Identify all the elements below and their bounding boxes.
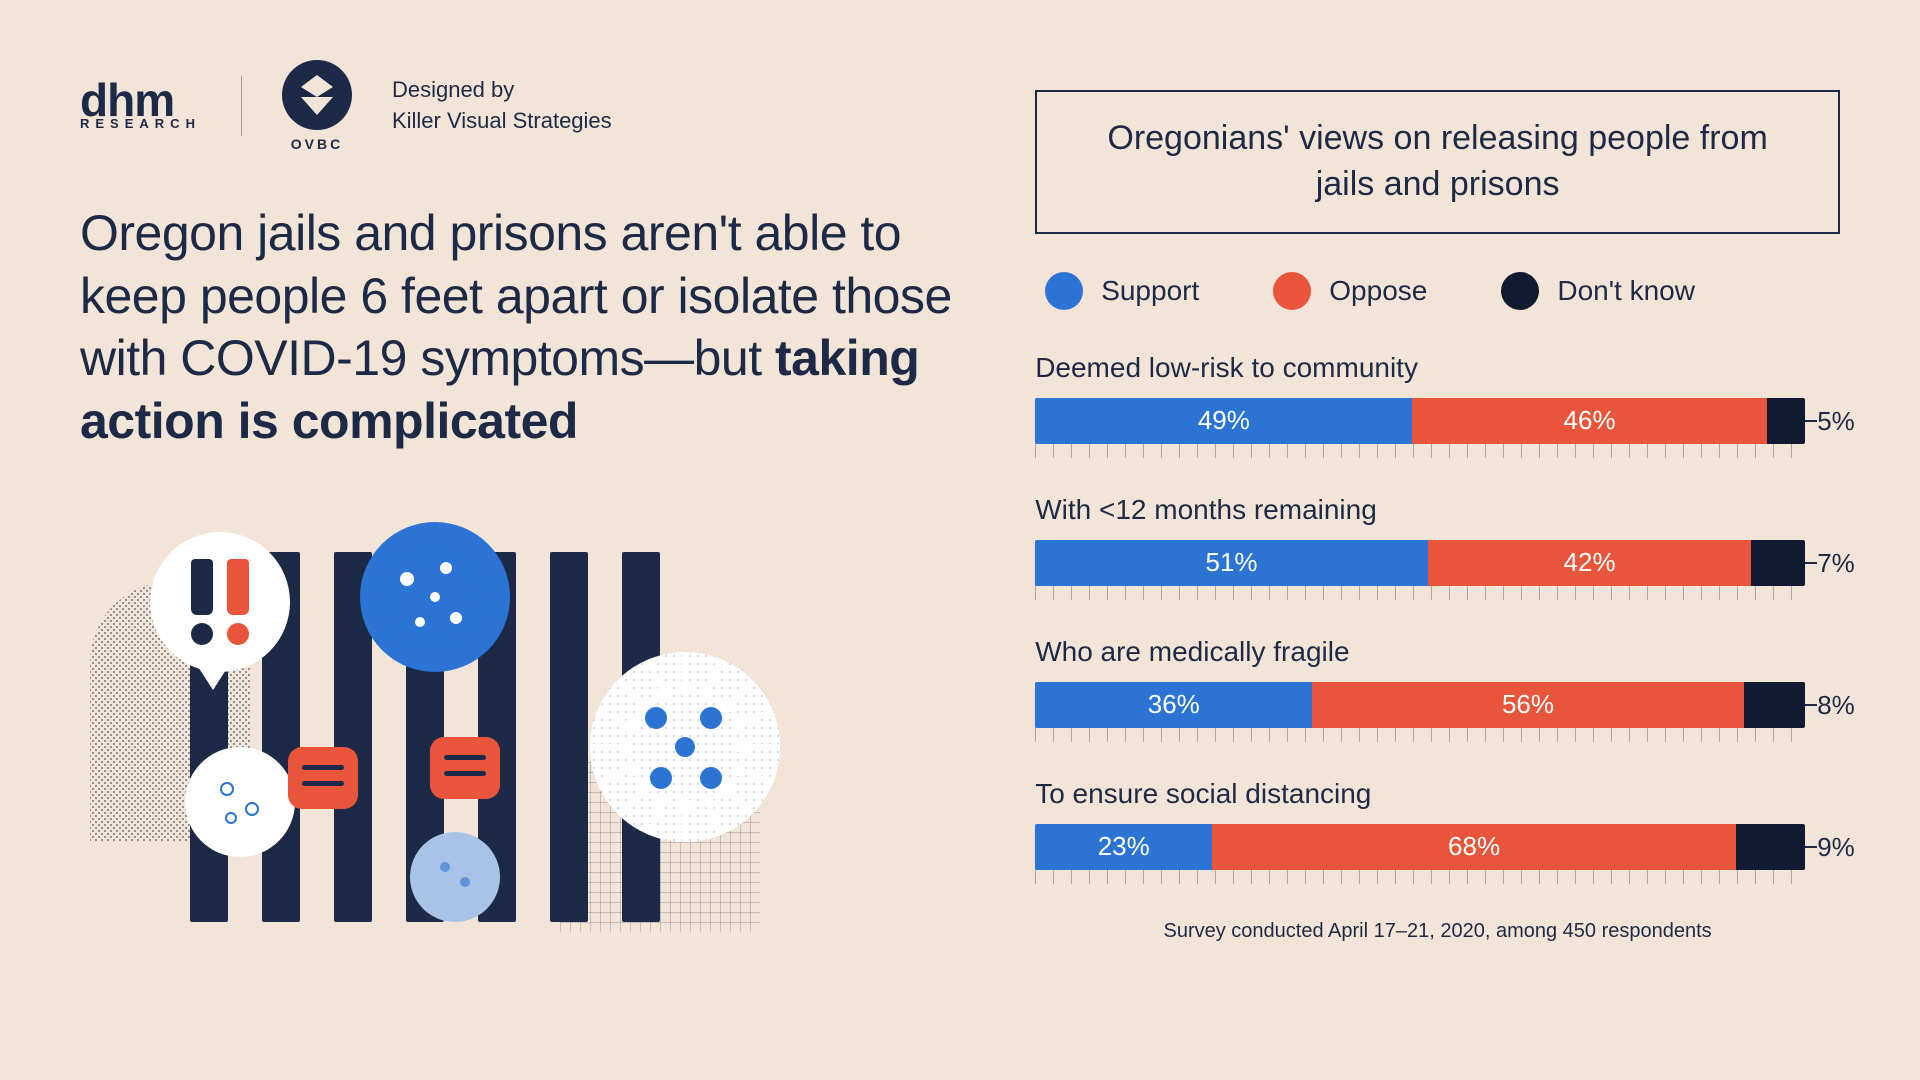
ovbc-label: OVBC bbox=[282, 136, 352, 152]
stacked-bar: 23% 68% bbox=[1035, 824, 1805, 870]
segment-support: 49% bbox=[1035, 398, 1412, 444]
dhm-logo: dhm RESEARCH bbox=[80, 82, 201, 129]
stacked-bars: Deemed low-risk to community 49% 46% 5% … bbox=[1035, 352, 1805, 884]
brand-divider bbox=[241, 76, 242, 136]
chart-row: Deemed low-risk to community 49% 46% 5% bbox=[1035, 352, 1805, 458]
brand-row: dhm RESEARCH OVBC Designed by Killer Vis… bbox=[80, 60, 995, 152]
headline: Oregon jails and prisons aren't able to … bbox=[80, 202, 995, 452]
virus-pale-icon bbox=[410, 832, 500, 922]
legend: Support Oppose Don't know bbox=[1035, 272, 1840, 310]
survey-footnote: Survey conducted April 17–21, 2020, amon… bbox=[1035, 920, 1840, 943]
hand-right-icon bbox=[430, 737, 500, 799]
legend-swatch bbox=[1273, 272, 1311, 310]
exclamation-red-icon bbox=[225, 559, 251, 645]
dont-know-label: 5% bbox=[1805, 406, 1855, 437]
speech-bubble-icon bbox=[150, 532, 290, 672]
segment-dontknow bbox=[1751, 540, 1805, 586]
credit-line1: Designed by bbox=[392, 75, 612, 106]
bar-wrap: 23% 68% 9% bbox=[1035, 824, 1805, 884]
design-credit: Designed by Killer Visual Strategies bbox=[392, 75, 612, 137]
exclamation-blue-icon bbox=[189, 559, 215, 645]
chart-row: Who are medically fragile 36% 56% 8% bbox=[1035, 636, 1805, 742]
left-column: dhm RESEARCH OVBC Designed by Killer Vis… bbox=[80, 60, 995, 1040]
chart-row: To ensure social distancing 23% 68% 9% bbox=[1035, 778, 1805, 884]
segment-dontknow bbox=[1744, 682, 1806, 728]
row-label: With <12 months remaining bbox=[1035, 494, 1805, 526]
chart-row: With <12 months remaining 51% 42% 7% bbox=[1035, 494, 1805, 600]
dont-know-label: 7% bbox=[1805, 548, 1855, 579]
ovbc-icon bbox=[282, 60, 352, 130]
legend-swatch bbox=[1045, 272, 1083, 310]
dhm-logo-sub: RESEARCH bbox=[80, 119, 201, 129]
segment-oppose: 68% bbox=[1212, 824, 1736, 870]
row-label: Deemed low-risk to community bbox=[1035, 352, 1805, 384]
segment-support: 23% bbox=[1035, 824, 1212, 870]
virus-white-small-icon bbox=[185, 747, 295, 857]
virus-white-large-icon bbox=[590, 652, 780, 842]
legend-label: Support bbox=[1101, 275, 1199, 307]
stacked-bar: 49% 46% bbox=[1035, 398, 1805, 444]
illustration bbox=[80, 492, 800, 932]
chart-title: Oregonians' views on releasing people fr… bbox=[1035, 90, 1840, 234]
legend-item: Don't know bbox=[1501, 272, 1695, 310]
legend-item: Support bbox=[1045, 272, 1199, 310]
row-label: To ensure social distancing bbox=[1035, 778, 1805, 810]
legend-swatch bbox=[1501, 272, 1539, 310]
segment-dontknow bbox=[1736, 824, 1805, 870]
stacked-bar: 36% 56% bbox=[1035, 682, 1805, 728]
segment-oppose: 42% bbox=[1428, 540, 1751, 586]
infographic-root: dhm RESEARCH OVBC Designed by Killer Vis… bbox=[0, 0, 1920, 1080]
segment-support: 51% bbox=[1035, 540, 1428, 586]
segment-support: 36% bbox=[1035, 682, 1312, 728]
bar-wrap: 36% 56% 8% bbox=[1035, 682, 1805, 742]
hand-left-icon bbox=[288, 747, 358, 809]
row-label: Who are medically fragile bbox=[1035, 636, 1805, 668]
legend-label: Don't know bbox=[1557, 275, 1695, 307]
right-column: Oregonians' views on releasing people fr… bbox=[995, 60, 1840, 1040]
credit-line2: Killer Visual Strategies bbox=[392, 106, 612, 137]
dont-know-label: 9% bbox=[1805, 832, 1855, 863]
segment-oppose: 46% bbox=[1412, 398, 1766, 444]
segment-oppose: 56% bbox=[1312, 682, 1743, 728]
bar-wrap: 51% 42% 7% bbox=[1035, 540, 1805, 600]
stacked-bar: 51% 42% bbox=[1035, 540, 1805, 586]
legend-label: Oppose bbox=[1329, 275, 1427, 307]
bar-wrap: 49% 46% 5% bbox=[1035, 398, 1805, 458]
dont-know-label: 8% bbox=[1805, 690, 1855, 721]
virus-blue-icon bbox=[360, 522, 510, 672]
legend-item: Oppose bbox=[1273, 272, 1427, 310]
segment-dontknow bbox=[1767, 398, 1806, 444]
ovbc-logo: OVBC bbox=[282, 60, 352, 152]
